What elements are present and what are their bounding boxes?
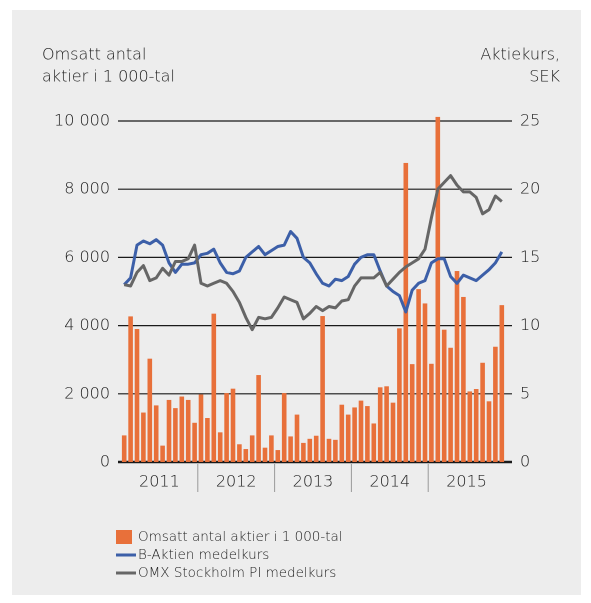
y2-tick-label: 20 (520, 179, 540, 198)
y2-axis-title-line: Aktiekurs, (480, 45, 560, 64)
bar (173, 408, 178, 462)
bar (281, 393, 287, 462)
bar (198, 394, 204, 462)
y-axis-title-line: aktier i 1 000-tal (42, 67, 175, 86)
y2-axis-title-line: SEK (529, 67, 560, 86)
bar (243, 449, 249, 462)
bar (307, 438, 313, 462)
bar (275, 450, 281, 462)
bar (377, 387, 383, 462)
bar (390, 402, 396, 462)
bar (192, 422, 197, 462)
bar (467, 391, 473, 462)
bar (153, 405, 159, 462)
bar (217, 432, 223, 462)
line (123, 230, 504, 314)
bar (141, 412, 146, 462)
bar (301, 442, 306, 462)
y-tick-label: 8 000 (64, 179, 110, 198)
line (123, 174, 503, 332)
x-group-label: 2015 (446, 472, 487, 491)
bar (269, 435, 274, 462)
y2-tick-label: 25 (520, 111, 540, 130)
bar (454, 271, 460, 462)
bar (256, 375, 261, 462)
bar (134, 329, 140, 462)
bar (371, 423, 377, 462)
bar (441, 329, 447, 462)
bar (160, 445, 165, 462)
bar (416, 289, 421, 462)
bar (480, 362, 485, 462)
y-axis-title-line: Omsatt antal (42, 45, 146, 64)
bar (230, 388, 236, 462)
bar (185, 399, 191, 462)
x-group-label: 2012 (216, 472, 257, 491)
bar (333, 439, 338, 462)
bar (224, 393, 229, 462)
bar (429, 363, 434, 462)
y-tick-label: 0 (100, 452, 110, 471)
bar (448, 347, 453, 462)
y-tick-label: 10 000 (54, 111, 110, 130)
bar (205, 418, 210, 462)
bar (288, 436, 293, 462)
bar (121, 435, 127, 462)
x-group-label: 2011 (139, 472, 180, 491)
x-group-label: 2013 (293, 472, 334, 491)
bar (339, 404, 345, 462)
bar (473, 389, 479, 462)
bar (352, 407, 357, 462)
bar (397, 328, 402, 462)
bar (435, 116, 441, 463)
bar (294, 414, 300, 462)
bar (320, 316, 325, 462)
bar (409, 364, 415, 462)
bar (326, 438, 332, 462)
legend-label: B-Aktien medelkurs (138, 547, 269, 563)
bar (237, 444, 242, 462)
x-group-label: 2014 (369, 472, 410, 491)
bar (486, 401, 492, 462)
bar (249, 435, 255, 462)
y-tick-label: 2 000 (64, 383, 110, 402)
bar (365, 406, 370, 462)
bar (313, 435, 319, 462)
bar (422, 303, 428, 462)
y2-tick-label: 0 (520, 452, 530, 471)
bar (358, 400, 364, 462)
legend-swatch (116, 530, 132, 544)
bar (499, 305, 505, 462)
y2-tick-label: 10 (520, 315, 540, 334)
bar (128, 316, 133, 462)
bar (461, 296, 466, 462)
legend-label: OMX Stockholm PI medelkurs (138, 565, 336, 581)
y2-tick-label: 5 (520, 383, 530, 402)
y2-tick-label: 15 (520, 247, 540, 266)
bar (384, 386, 389, 462)
bar (147, 358, 153, 462)
bar (211, 313, 217, 462)
bar (179, 396, 185, 462)
bar (345, 414, 351, 462)
bar (166, 399, 172, 462)
bar (493, 346, 498, 462)
bar (262, 447, 268, 462)
y-tick-label: 6 000 (64, 247, 110, 266)
y-tick-label: 4 000 (64, 315, 110, 334)
legend-label: Omsatt antal aktier i 1 000-tal (138, 529, 343, 545)
